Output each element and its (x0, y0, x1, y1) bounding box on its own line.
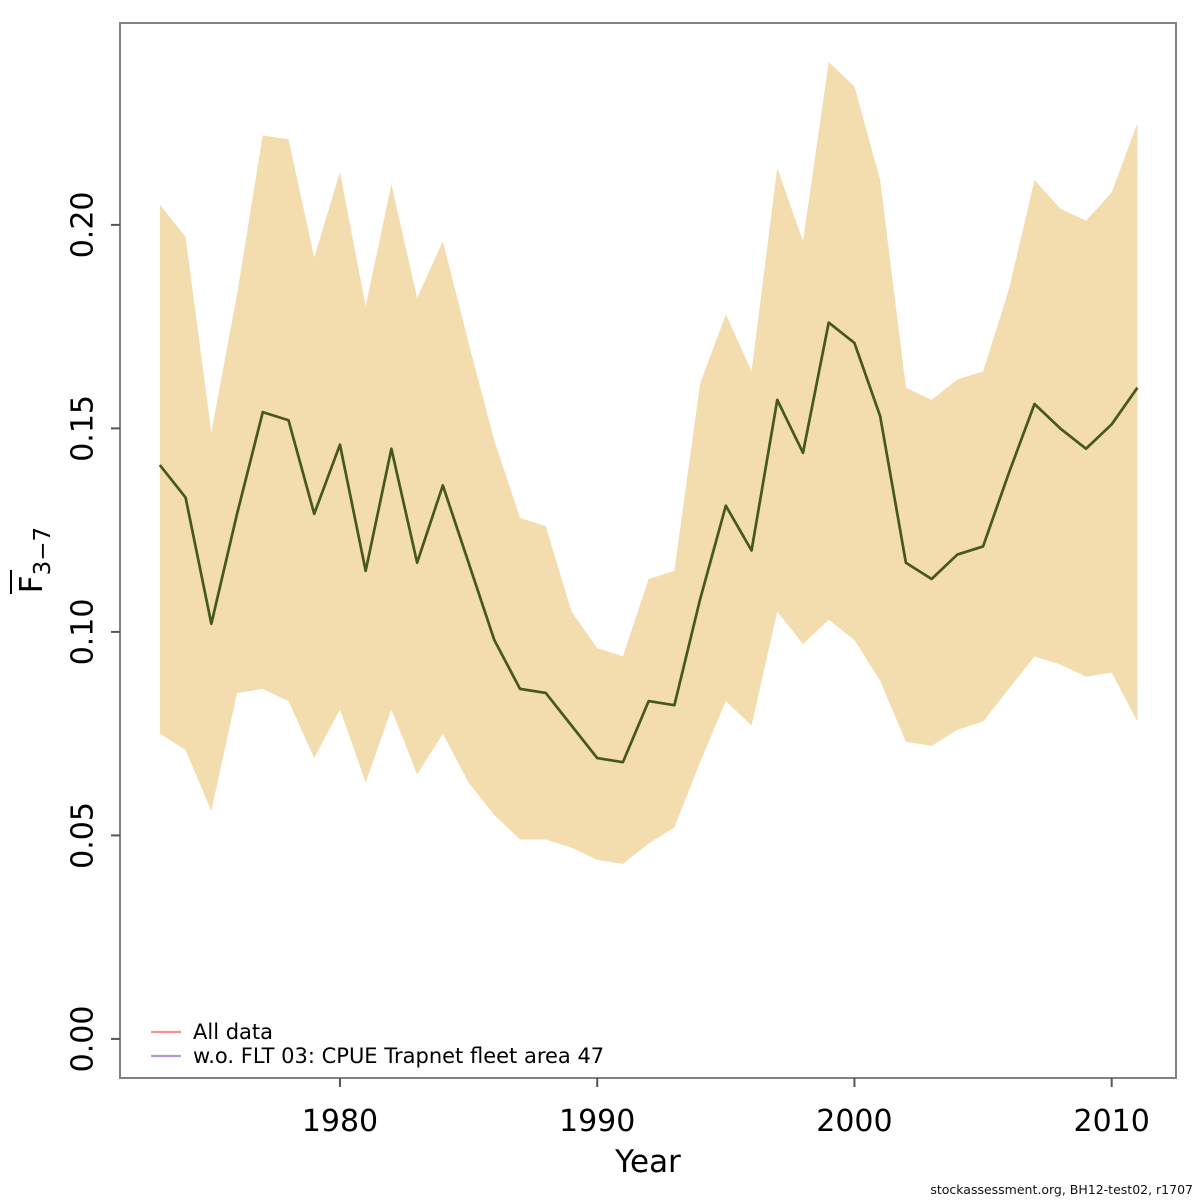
x-axis-ticks: 1980 1990 2000 2010 (302, 1078, 1150, 1139)
y-tick-label: 0.05 (66, 802, 101, 869)
confidence-band-layer (159, 62, 1138, 864)
legend: All data w.o. FLT 03: CPUE Trapnet fleet… (151, 1020, 604, 1068)
x-tick-label: 1990 (559, 1104, 635, 1139)
y-tick-label: 0.15 (66, 395, 101, 462)
confidence-band (159, 62, 1138, 864)
estimate-line (158, 321, 1139, 764)
footer-credit: stockassessment.org, BH12-test02, r1707 (930, 1182, 1193, 1197)
legend-label-wo-flt03: w.o. FLT 03: CPUE Trapnet fleet area 47 (193, 1044, 604, 1068)
legend-label-all-data: All data (193, 1020, 273, 1044)
estimate-line-layer (158, 321, 1139, 764)
x-tick-label: 2010 (1074, 1104, 1150, 1139)
y-tick-label: 0.00 (66, 1006, 101, 1073)
y-axis-title-main: F (14, 575, 50, 593)
x-tick-label: 2000 (816, 1104, 892, 1139)
y-tick-label: 0.20 (66, 191, 101, 258)
svg-text:F3−7: F3−7 (14, 527, 56, 593)
y-axis-title: F3−7 (10, 527, 56, 594)
y-axis-ticks: 0.00 0.05 0.10 0.15 0.20 (66, 191, 120, 1073)
plot-frame-layer (119, 22, 1177, 1079)
y-tick-label: 0.10 (66, 599, 101, 666)
x-tick-label: 1980 (302, 1104, 378, 1139)
x-axis-title: Year (614, 1144, 681, 1180)
plot-box (119, 22, 1177, 1079)
y-axis-title-sub: 3−7 (30, 527, 56, 576)
